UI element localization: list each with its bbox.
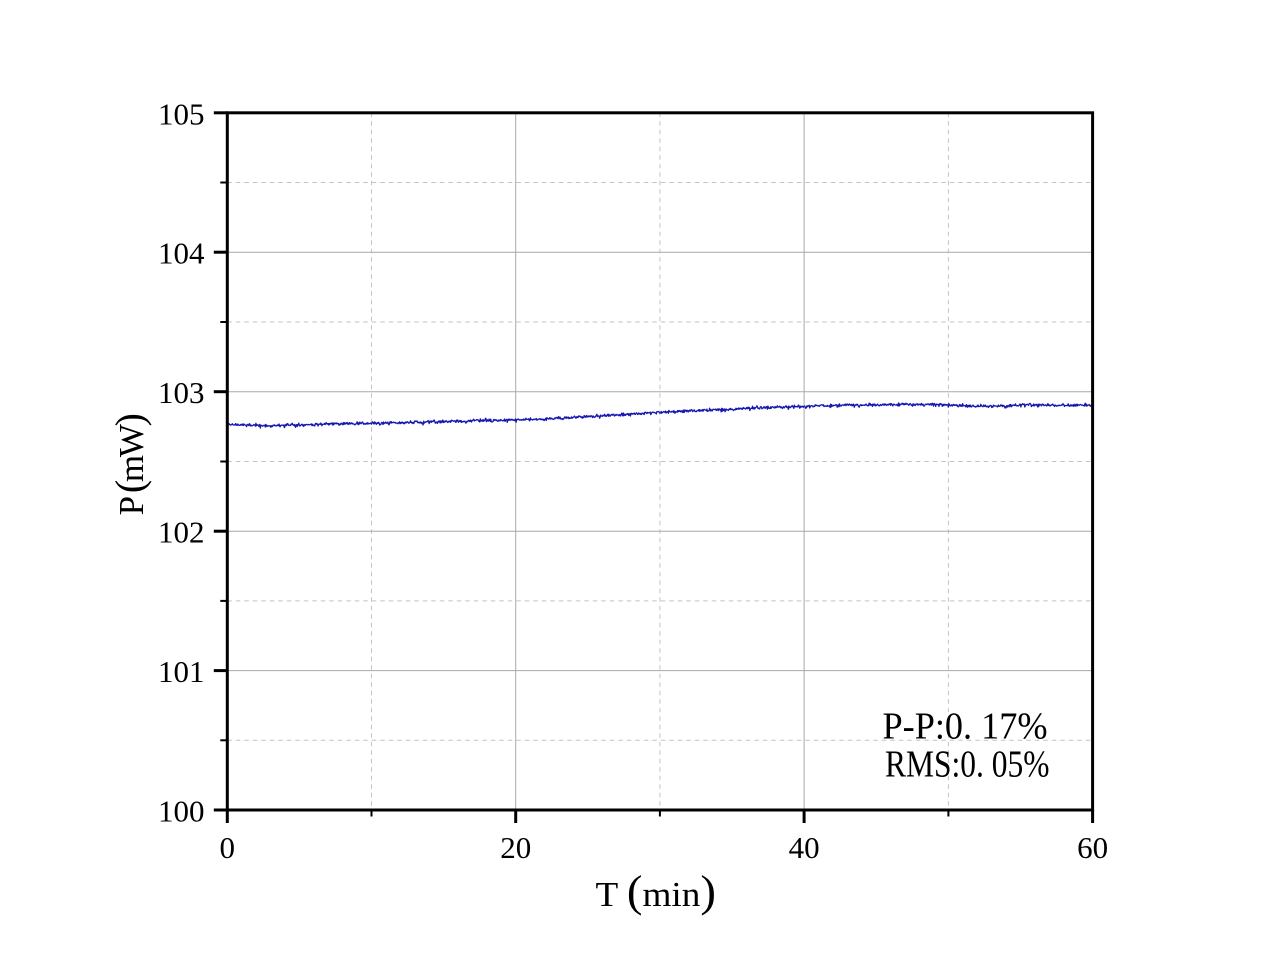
svg-text:103: 103 bbox=[158, 375, 205, 410]
svg-text:101: 101 bbox=[158, 654, 205, 689]
svg-text:RMS:0. 05%: RMS:0. 05% bbox=[885, 744, 1050, 786]
svg-text:P (mW): P (mW) bbox=[107, 414, 152, 515]
svg-text:20: 20 bbox=[500, 830, 531, 865]
svg-text:0: 0 bbox=[220, 830, 236, 865]
svg-text:60: 60 bbox=[1077, 830, 1108, 865]
svg-text:40: 40 bbox=[789, 830, 820, 865]
svg-text:104: 104 bbox=[158, 236, 205, 271]
svg-text:105: 105 bbox=[158, 96, 205, 131]
svg-text:102: 102 bbox=[158, 515, 205, 550]
svg-text:P-P:0. 17%: P-P:0. 17% bbox=[883, 706, 1048, 748]
svg-text:100: 100 bbox=[158, 794, 205, 829]
svg-text:T (min): T (min) bbox=[596, 867, 717, 916]
